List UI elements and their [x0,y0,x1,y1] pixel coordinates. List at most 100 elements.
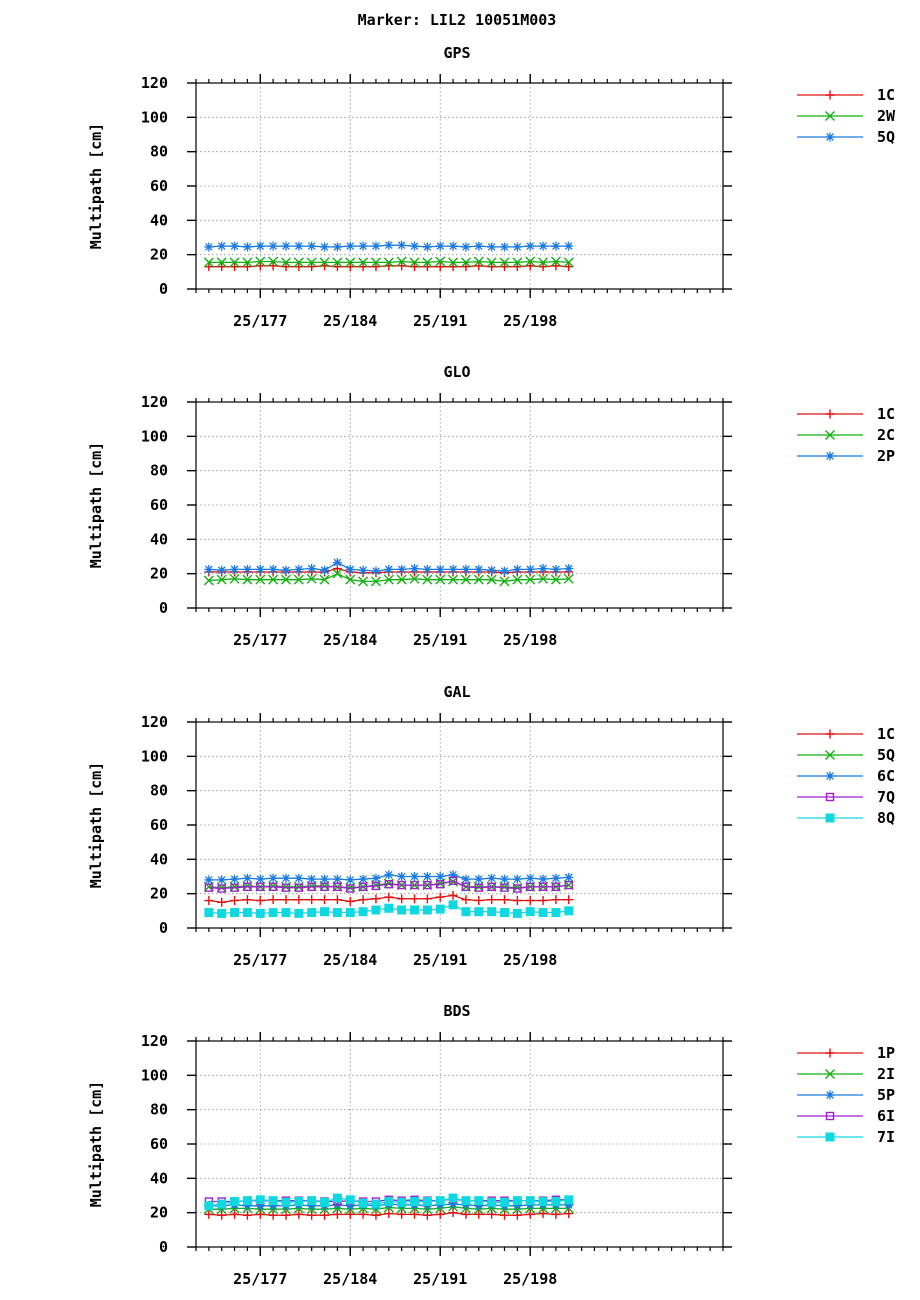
data-point [499,576,510,587]
data-point [525,896,535,906]
data-point [525,882,535,891]
data-point [358,882,368,891]
y-tick-label: 120 [141,393,168,411]
data-point [563,573,574,584]
data-point [487,873,497,883]
data-point [448,564,458,574]
data-point [461,1209,471,1219]
data-point [230,1209,240,1219]
data-point [397,880,406,890]
data-point [512,896,522,906]
data-point [538,874,548,884]
legend-marker [825,1048,835,1058]
data-point [371,881,381,891]
plot-frame [195,1040,724,1248]
x-tick-label: 25/184 [323,1270,377,1288]
data-point [564,241,574,251]
data-point [294,262,304,272]
legend-label: 2C [877,426,895,444]
y-tick-label: 100 [141,427,168,445]
data-point [307,908,317,918]
data-point [268,873,278,883]
legend-item-gal-7q: 7Q [797,788,895,806]
data-point [409,573,420,584]
data-point [320,874,330,884]
data-point [435,262,445,272]
data-point [204,564,214,574]
data-point [461,882,471,891]
data-point [487,262,497,272]
data-point [332,895,342,905]
data-point [204,242,214,252]
legend-marker [825,409,835,419]
data-point [461,564,471,574]
legend-label: 7Q [877,788,895,806]
data-point [499,262,509,272]
data-point [396,574,407,585]
figure-title: Marker: LIL2 10051M003 [358,11,557,29]
data-point [217,908,227,918]
data-point [499,1210,509,1220]
y-axis-title: Multipath [cm] [87,442,105,568]
data-point [358,257,369,268]
data-point [564,895,574,905]
data-point [422,257,433,268]
data-point [230,1197,240,1207]
y-tick-label: 60 [150,496,168,514]
data-point [538,1197,548,1207]
y-tick-label: 60 [150,1135,168,1153]
data-point [551,241,561,251]
data-point [229,257,240,268]
data-point [525,1209,535,1219]
data-point [474,261,484,271]
x-tick-label: 25/191 [413,631,467,649]
data-point [268,564,278,574]
data-point [255,564,265,574]
y-tick-label: 100 [141,747,168,765]
data-point [435,892,445,902]
data-point [461,1196,471,1206]
data-point [422,905,432,915]
data-point [448,876,458,885]
series-gal-1c [204,890,574,907]
x-tick-label: 25/191 [413,312,467,330]
data-point [564,564,574,574]
data-point [242,908,252,918]
data-point [320,1210,330,1220]
data-point [242,242,252,252]
data-point [461,907,471,917]
data-point [410,894,420,904]
y-tick-label: 80 [150,1101,168,1119]
data-point [345,896,355,906]
legend-item-bds-6i: 6I [797,1107,895,1125]
legend-marker [825,451,835,461]
legend-item-gps-5q: 5Q [797,128,895,146]
legend-label: 5P [877,1086,895,1104]
data-point [384,892,394,902]
data-point [422,262,432,272]
data-point [474,883,483,892]
data-point [397,905,407,915]
legend-label: 1C [877,725,895,743]
y-tick-label: 100 [141,1066,168,1084]
legend-item-bds-5p: 5P [797,1086,895,1104]
data-point [410,1197,420,1207]
y-tick-label: 0 [159,280,168,298]
data-point [423,880,432,890]
data-point [319,574,330,585]
data-point [242,895,252,905]
data-point [358,576,369,587]
data-point [345,257,356,268]
data-point [345,908,355,918]
data-point [217,897,227,907]
data-point [448,1193,458,1203]
data-point [230,564,240,574]
legend-item-gps-1c: 1C [797,86,895,104]
legend-marker [825,90,835,100]
series-bds-1p [204,1208,574,1220]
data-point [293,257,304,268]
data-point [499,874,509,884]
data-point [294,883,304,892]
legend-marker [825,132,835,142]
data-point [371,1199,381,1209]
